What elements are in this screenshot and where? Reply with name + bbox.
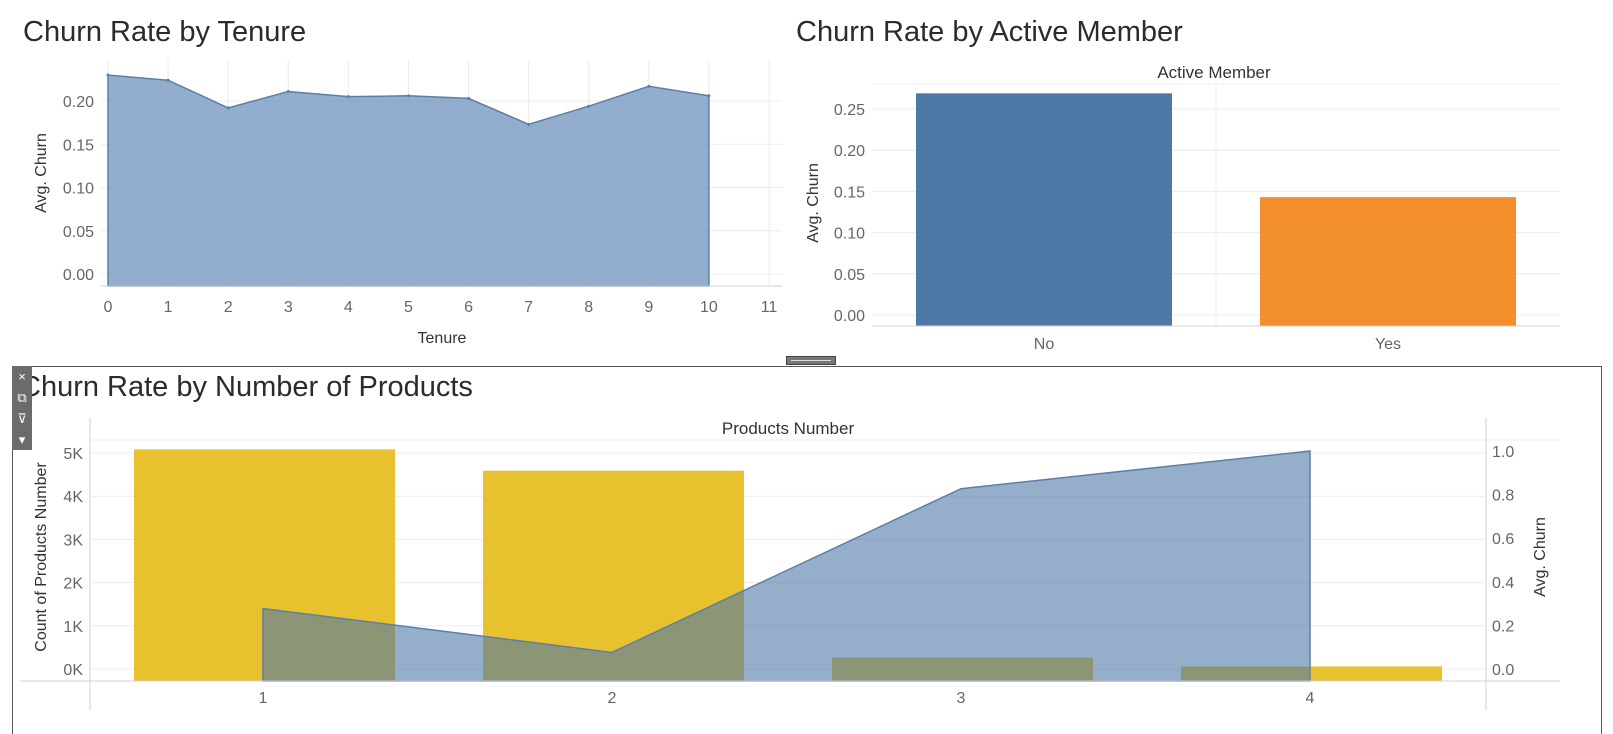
x-tick-label: 3 — [284, 299, 293, 316]
y-tick-label: 0.00 — [63, 267, 94, 284]
x-tick-label: Yes — [1375, 336, 1401, 353]
y2-axis-title: Avg. Churn — [1532, 517, 1549, 597]
y-tick-label: 0.10 — [63, 181, 94, 198]
y-axis-title: Avg. Churn — [805, 163, 822, 243]
resize-handle[interactable] — [786, 356, 836, 365]
bar-no[interactable] — [916, 93, 1172, 327]
sheet-toolbar: × ⧉ ⊽ ▾ — [12, 366, 32, 450]
x-tick-label: 10 — [700, 299, 718, 316]
products-combo-chart: Products Number 0K 1K 2K 3K 4K 5K 0.0 0.2 0.4 0.6 0… — [20, 418, 1560, 710]
data-point — [166, 78, 170, 82]
y-tick-label: 0.00 — [834, 308, 865, 325]
y2-tick-label: 0.6 — [1492, 531, 1514, 548]
y-tick-label: 0K — [63, 662, 83, 679]
popout-icon[interactable]: ⧉ — [17, 390, 27, 405]
x-tick-label: 11 — [761, 299, 778, 316]
y-tick-label: 3K — [63, 532, 83, 549]
y-tick-label: 0.05 — [834, 267, 865, 284]
filter-icon[interactable]: ⊽ — [17, 411, 27, 426]
data-point — [647, 84, 651, 88]
y2-tick-label: 1.0 — [1492, 444, 1514, 461]
data-point — [226, 106, 230, 110]
y2-tick-label: 0.4 — [1492, 575, 1514, 592]
data-point — [106, 73, 110, 77]
y-tick-label: 0.20 — [63, 94, 94, 111]
close-icon[interactable]: × — [18, 369, 26, 384]
x-tick-label: 6 — [464, 299, 473, 316]
x-tick-label: 5 — [404, 299, 413, 316]
column-header-label: Products Number — [722, 419, 855, 438]
active-chart-title: Churn Rate by Active Member — [796, 16, 1183, 48]
avg-churn-area — [262, 450, 1311, 682]
x-tick-label: 7 — [524, 299, 533, 316]
x-tick-label: 8 — [584, 299, 593, 316]
y-tick-label: 0.15 — [63, 137, 94, 154]
y-tick-label: 0.15 — [834, 184, 865, 201]
data-point — [346, 95, 350, 99]
x-tick-label: 4 — [344, 299, 353, 316]
data-point — [707, 94, 711, 98]
data-point — [527, 122, 531, 126]
y2-tick-label: 0.8 — [1492, 488, 1514, 505]
x-tick-label: 2 — [224, 299, 233, 316]
tenure-area-chart: 0.00 0.05 0.10 0.15 0.20 0 1 2 3 4 5 6 7 8 9 10 11 Avg. C… — [33, 60, 782, 347]
data-point — [587, 104, 591, 108]
data-point — [467, 96, 471, 100]
x-tick-label: 1 — [164, 299, 173, 316]
data-point — [286, 89, 290, 93]
y-tick-label: 0.20 — [834, 143, 865, 160]
column-header-label: Active Member — [1157, 63, 1271, 82]
x-tick-label: 3 — [957, 690, 966, 707]
y-tick-label: 0.10 — [834, 226, 865, 243]
tenure-chart-title: Churn Rate by Tenure — [23, 16, 307, 48]
data-point — [406, 94, 410, 98]
active-member-bar-chart: Active Member 0.00 0.05 0.10 0.15 0.20 0.25 No Y… — [805, 63, 1560, 353]
y-tick-label: 0.05 — [63, 224, 94, 241]
y-tick-label: 1K — [63, 619, 83, 636]
y-tick-label: 0.25 — [834, 102, 865, 119]
products-chart-title: Churn Rate by Number of Products — [20, 371, 473, 403]
x-tick-label: 0 — [104, 299, 113, 316]
selected-sheet-border — [12, 366, 1602, 734]
y-tick-label: 2K — [63, 576, 83, 593]
x-tick-label: 4 — [1306, 690, 1315, 707]
y2-tick-label: 0.2 — [1492, 618, 1514, 635]
y2-tick-label: 0.0 — [1492, 662, 1514, 679]
bar-yes[interactable] — [1260, 197, 1516, 326]
x-tick-label: 9 — [644, 299, 653, 316]
y-tick-label: 4K — [63, 489, 83, 506]
x-tick-label: 1 — [259, 690, 268, 707]
dropdown-menu-icon[interactable]: ▾ — [18, 432, 26, 447]
x-tick-label: 2 — [608, 690, 617, 707]
y-tick-label: 5K — [63, 446, 83, 463]
y-axis-title: Avg. Churn — [33, 133, 50, 213]
x-axis-title: Tenure — [418, 330, 467, 347]
y-axis-title: Count of Products Number — [33, 462, 50, 652]
x-tick-label: No — [1034, 336, 1055, 353]
tenure-churn-area — [107, 74, 710, 287]
